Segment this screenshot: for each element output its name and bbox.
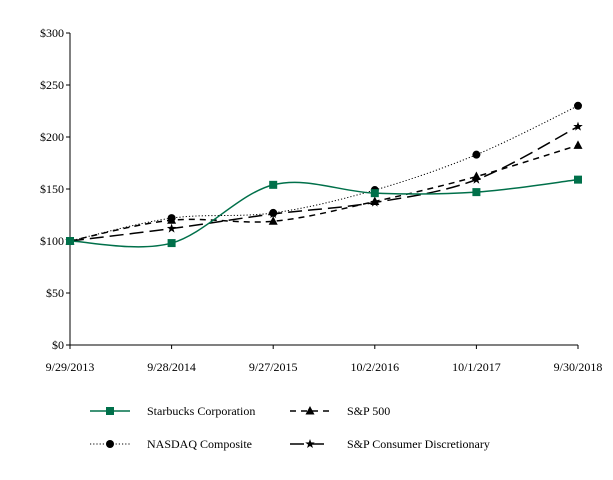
data-point-triangle (370, 196, 380, 205)
series-nasdaq-composite (66, 101, 582, 245)
legend-label: S&P Consumer Discretionary (347, 437, 490, 451)
y-tick-label: $250 (40, 78, 64, 92)
y-tick-label: $0 (52, 338, 64, 352)
x-tick-label: 9/28/2014 (147, 360, 196, 374)
x-tick-label: 9/30/2018 (554, 360, 603, 374)
data-point-triangle (573, 140, 583, 149)
legend-item: S&P 500 (290, 404, 390, 418)
series-s-p-consumer-discretionary (65, 121, 583, 246)
legend: Starbucks Corporation S&P 500 NASDAQ Compo… (90, 404, 490, 451)
data-point-triangle (167, 215, 177, 224)
data-point-star (305, 439, 315, 449)
data-point-star (166, 223, 177, 233)
legend-label: Starbucks Corporation (147, 404, 255, 418)
legend-item: S&P Consumer Discretionary (290, 437, 490, 451)
data-point-square (167, 239, 176, 248)
series-s-p-500 (65, 140, 583, 245)
series-line (69, 178, 579, 248)
series-line (69, 125, 579, 242)
legend-item: Starbucks Corporation (90, 404, 255, 418)
series-line (69, 144, 579, 242)
data-point-circle (472, 150, 481, 159)
y-tick-label: $300 (40, 26, 64, 40)
data-point-circle (574, 101, 582, 110)
data-point-square (472, 188, 481, 197)
series-starbucks-corporation (66, 175, 582, 248)
y-tick-label: $200 (40, 130, 64, 144)
y-tick-label: $100 (40, 234, 64, 248)
legend-label: NASDAQ Composite (147, 437, 252, 451)
series-line (69, 105, 579, 242)
y-tick-label: $50 (46, 286, 64, 300)
x-tick-label: 10/1/2017 (452, 360, 501, 374)
data-point-square (574, 175, 582, 184)
x-tick-label: 9/27/2015 (249, 360, 298, 374)
data-point-triangle (471, 171, 481, 181)
data-point-star (268, 208, 278, 219)
data-point-square (106, 407, 114, 415)
data-point-triangle (268, 216, 278, 225)
data-point-star (573, 121, 583, 131)
legend-item: NASDAQ Composite (90, 437, 252, 451)
data-point-triangle (305, 406, 315, 415)
data-point-square (269, 180, 278, 189)
axes: $0 $50 $100 $150 $200 $250 $300 9/29/2013 9/28/2… (40, 26, 602, 374)
y-tick-label: $150 (40, 182, 64, 196)
data-point-square (370, 189, 379, 198)
x-tick-label: 9/29/2013 (46, 360, 95, 374)
data-point-square (66, 237, 74, 245)
series-lines (65, 101, 583, 248)
data-point-circle (106, 440, 114, 448)
x-tick-label: 10/2/2016 (350, 360, 399, 374)
legend-label: S&P 500 (347, 404, 390, 418)
